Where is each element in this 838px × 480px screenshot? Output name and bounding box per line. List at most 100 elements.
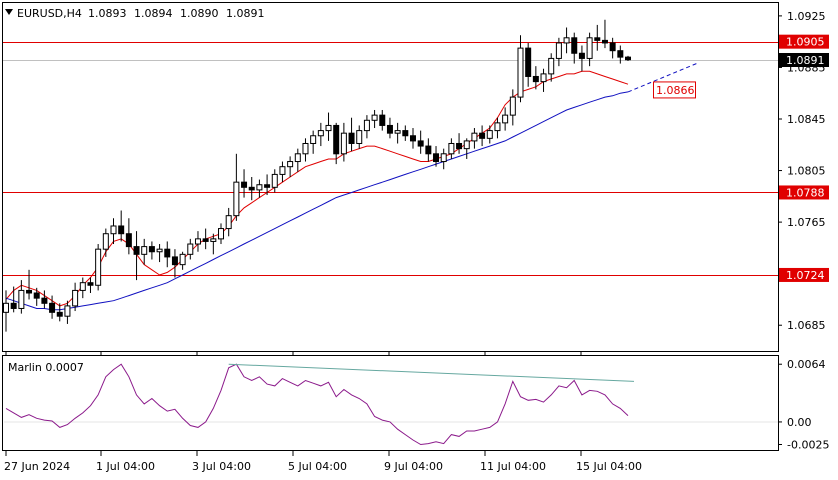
candle xyxy=(363,115,370,139)
candle xyxy=(625,55,631,61)
moving-averages xyxy=(5,62,699,311)
candle-body xyxy=(371,114,378,121)
candle-body xyxy=(625,56,631,61)
indicator-tick-label: -0.0025 xyxy=(787,438,829,451)
candle-body xyxy=(141,246,148,255)
candle xyxy=(26,269,33,300)
candle-body xyxy=(26,289,33,294)
candle xyxy=(141,238,148,265)
candle xyxy=(125,218,132,255)
candle xyxy=(486,125,493,144)
projection-label-box xyxy=(653,81,696,99)
main-grid xyxy=(5,351,582,355)
candle-body xyxy=(494,122,501,132)
candle xyxy=(110,218,117,245)
candle-body xyxy=(409,135,416,142)
candle xyxy=(210,233,217,255)
ohlc-open: 1.0893 xyxy=(88,7,127,20)
price-level-lines[interactable] xyxy=(3,42,778,276)
candle-body xyxy=(333,124,340,155)
candle-body xyxy=(310,135,317,144)
candle xyxy=(340,122,347,162)
candle-body xyxy=(463,140,470,150)
candle-body xyxy=(617,50,624,58)
candle xyxy=(225,207,232,237)
time-tick-label: 5 Jul 04:00 xyxy=(288,460,347,473)
candle xyxy=(310,130,317,154)
candle xyxy=(456,133,463,154)
candle xyxy=(202,228,209,250)
candle-body xyxy=(102,233,109,250)
candle-body xyxy=(256,184,263,191)
candle xyxy=(548,53,555,82)
candle-body xyxy=(456,142,463,150)
candle xyxy=(18,280,25,314)
candle xyxy=(448,138,455,159)
symbol-label: EURUSD,H4 xyxy=(17,7,82,20)
candle-body xyxy=(379,114,386,126)
candle xyxy=(609,37,616,59)
candle-body xyxy=(241,181,248,188)
candle-body xyxy=(279,166,286,175)
candle xyxy=(56,303,63,322)
candle-body xyxy=(486,130,493,139)
candle-body xyxy=(394,130,401,134)
candle-body xyxy=(417,140,424,147)
candle xyxy=(218,223,225,245)
triangle-down-icon[interactable] xyxy=(5,9,13,15)
candle-body xyxy=(41,297,48,304)
candle xyxy=(394,122,401,144)
candle-body xyxy=(202,238,209,242)
candle-body xyxy=(363,119,370,132)
level-price-tag xyxy=(779,185,829,200)
candle xyxy=(494,117,501,139)
time-tick-label: 1 Jul 04:00 xyxy=(96,460,155,473)
candle xyxy=(586,32,593,67)
candle xyxy=(33,287,40,306)
price-tick-label: 1.0805 xyxy=(787,165,826,178)
ohlc-high: 1.0894 xyxy=(134,7,173,20)
candle-body xyxy=(133,246,140,255)
candle xyxy=(95,244,102,291)
candle xyxy=(287,156,294,177)
candle xyxy=(502,107,509,131)
price-tick-label: 1.0845 xyxy=(787,113,826,126)
price-tick-label: 1.0925 xyxy=(787,10,826,23)
candle xyxy=(440,148,447,170)
level-price-tag-label: 1.0724 xyxy=(786,269,825,282)
price-tick-label: 1.0765 xyxy=(787,216,826,229)
candle-body xyxy=(509,96,516,116)
candle-body xyxy=(294,153,301,163)
candle xyxy=(509,89,516,126)
candle-body xyxy=(356,130,363,144)
candle xyxy=(187,238,194,260)
candle-body xyxy=(471,132,478,142)
candle xyxy=(617,45,624,64)
candle xyxy=(302,138,309,162)
candle xyxy=(532,66,539,90)
candle xyxy=(233,153,240,221)
candle-body xyxy=(33,292,40,299)
candle-body xyxy=(3,302,9,313)
marlin-line xyxy=(5,363,629,446)
candle xyxy=(294,148,301,172)
price-tick-label: 1.0685 xyxy=(787,319,826,332)
candle xyxy=(279,161,286,183)
candle-body xyxy=(118,225,125,235)
candle xyxy=(171,249,178,278)
candle-body xyxy=(402,130,409,137)
candle-body xyxy=(386,124,393,134)
candle xyxy=(79,277,86,299)
candle-body xyxy=(171,256,178,266)
time-tick-label: 11 Jul 04:00 xyxy=(480,460,546,473)
candle-body xyxy=(448,142,455,155)
indicator-trendline xyxy=(228,363,635,382)
candle xyxy=(64,300,71,324)
candle-body xyxy=(555,42,562,59)
candle-body xyxy=(194,238,201,245)
candle xyxy=(179,251,186,270)
candle xyxy=(49,295,56,319)
candle xyxy=(72,282,79,312)
